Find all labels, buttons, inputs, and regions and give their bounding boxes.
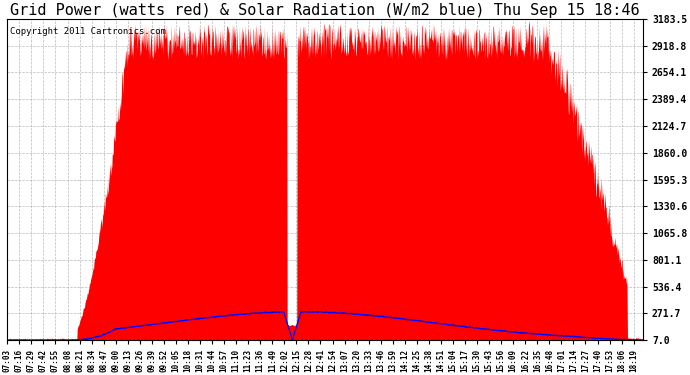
Title: Grid Power (watts red) & Solar Radiation (W/m2 blue) Thu Sep 15 18:46: Grid Power (watts red) & Solar Radiation… <box>10 3 640 18</box>
Text: Copyright 2011 Cartronics.com: Copyright 2011 Cartronics.com <box>10 27 166 36</box>
